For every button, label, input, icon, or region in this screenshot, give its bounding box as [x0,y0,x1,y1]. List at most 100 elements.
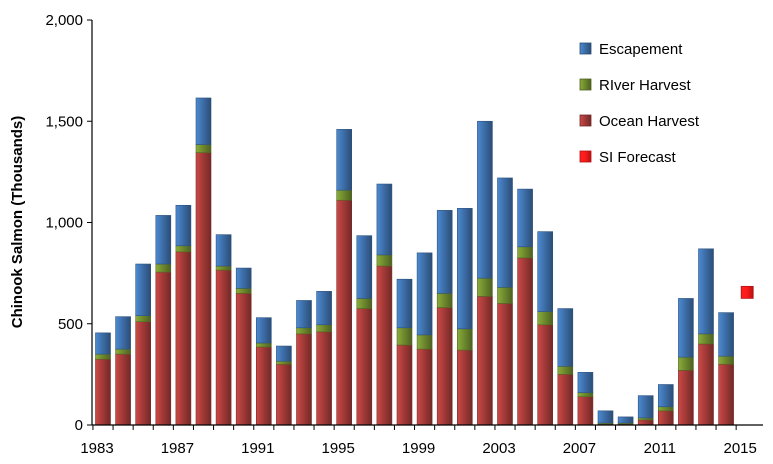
bar-river-harvest-1994 [316,324,332,333]
bar-river-harvest-2000 [436,293,453,308]
bar-ocean-harvest-1985 [135,321,151,426]
bar-river-harvest-1985 [135,315,151,323]
bar-river-harvest-1997 [376,254,393,267]
bar-escapement-1997 [376,183,393,256]
x-tick-label: 1991 [241,440,274,457]
bar-ocean-harvest-2005 [537,324,554,426]
x-tick-label: 1987 [161,440,194,457]
x-tick-label: 1995 [322,440,355,457]
bar-river-harvest-2007 [577,392,594,397]
bar-river-harvest-2002 [477,277,493,297]
legend-swatch [579,114,592,127]
bar-ocean-harvest-1983 [95,358,111,426]
bar-escapement-2008 [597,410,614,424]
bar-ocean-harvest-2003 [497,303,513,426]
bar-river-harvest-1990 [235,288,252,294]
bar-ocean-harvest-2006 [557,374,574,426]
bar-escapement-1990 [235,267,252,289]
bar-escapement-2007 [577,372,594,393]
bar-escapement-2014 [718,312,734,357]
bar-escapement-1987 [175,204,192,247]
bar-escapement-1995 [336,129,353,191]
y-tick-label: 2,000 [45,12,83,29]
bar-escapement-1991 [255,317,272,344]
bar-river-harvest-1988 [195,144,212,153]
bar-ocean-harvest-1989 [215,269,232,426]
bar-escapement-2000 [436,210,453,294]
legend-label: RIver Harvest [599,77,692,94]
bar-ocean-harvest-1992 [276,363,292,426]
bar-escapement-2002 [477,120,493,279]
bar-escapement-1992 [276,345,292,362]
axes: 0 500 1,000 1,500 2,000 1983 1987 1991 1995 1999 2… [45,12,763,457]
bar-river-harvest-1986 [155,263,172,273]
bar-escapement-1999 [416,252,433,336]
bar-ocean-harvest-1994 [316,331,332,426]
bar-river-harvest-2001 [456,328,473,351]
bar-escapement-1988 [195,97,212,145]
bar-river-harvest-1983 [95,353,111,360]
bar-river-harvest-1996 [356,298,373,309]
bar-ocean-harvest-2001 [456,349,473,426]
bar-escapement-1985 [135,263,151,316]
x-tick-label: 2003 [482,440,515,457]
bar-escapement-2010 [637,395,654,419]
bar-escapement-1983 [95,332,111,355]
bar-ocean-harvest-1995 [336,199,353,426]
bar-ocean-harvest-1996 [356,308,373,426]
bar-ocean-harvest-1986 [155,271,172,426]
bar-escapement-1986 [155,215,172,265]
bar-river-harvest-1999 [416,334,433,350]
bar-river-harvest-2004 [517,246,533,259]
bar-ocean-harvest-2010 [637,419,654,426]
bar-ocean-harvest-1990 [235,293,252,426]
x-tick-label: 2007 [563,440,596,457]
bar-escapement-1993 [296,300,312,329]
legend-swatch [579,78,592,91]
bar-escapement-2005 [537,231,554,312]
bar-ocean-harvest-2007 [577,396,594,426]
x-tick-label: 2011 [644,440,676,457]
x-tick-label: 2015 [724,440,757,457]
bar-river-harvest-1995 [336,189,353,201]
bar-river-harvest-2013 [698,333,714,345]
bar-river-harvest-1992 [276,360,292,365]
bar-river-harvest-2010 [637,417,654,421]
bar-layer [95,97,734,426]
bar-escapement-2003 [497,177,513,288]
bar-escapement-1994 [316,291,332,326]
bar-escapement-1984 [115,316,131,350]
bar-river-harvest-2003 [497,286,513,304]
bar-ocean-harvest-2004 [517,257,533,426]
bar-ocean-harvest-1987 [175,251,192,426]
bar-river-harvest-2014 [718,355,734,365]
bar-river-harvest-1989 [215,265,232,271]
legend-swatch [579,150,592,163]
bar-escapement-2011 [657,384,674,408]
forecast-point [740,285,754,299]
y-tick-label: 500 [58,316,83,333]
bar-ocean-harvest-2012 [678,370,694,426]
bar-ocean-harvest-1997 [376,265,393,426]
bar-escapement-2006 [557,308,574,367]
bar-river-harvest-1991 [255,342,272,348]
bar-ocean-harvest-1999 [416,348,433,426]
y-axis-title: Chinook Salmon (Thousands) [9,116,26,329]
x-tick-label: 1999 [402,440,435,457]
legend-label: SI Forecast [599,149,677,166]
legend: Escapement RIver Harvest Ocean Harvest SI F… [579,41,700,166]
bar-river-harvest-1993 [296,327,312,335]
legend-label: Escapement [599,41,683,58]
bar-ocean-harvest-1988 [195,152,212,426]
bar-river-harvest-1998 [396,327,413,346]
forecast-layer [740,285,754,299]
bar-escapement-1998 [396,278,413,329]
bar-escapement-2001 [456,208,473,330]
bar-ocean-harvest-2014 [718,363,734,426]
bar-ocean-harvest-2002 [477,296,493,426]
y-tick-label: 0 [75,417,83,434]
bar-ocean-harvest-2000 [436,307,453,426]
bar-ocean-harvest-1998 [396,344,413,426]
y-tick-label: 1,000 [45,215,83,232]
